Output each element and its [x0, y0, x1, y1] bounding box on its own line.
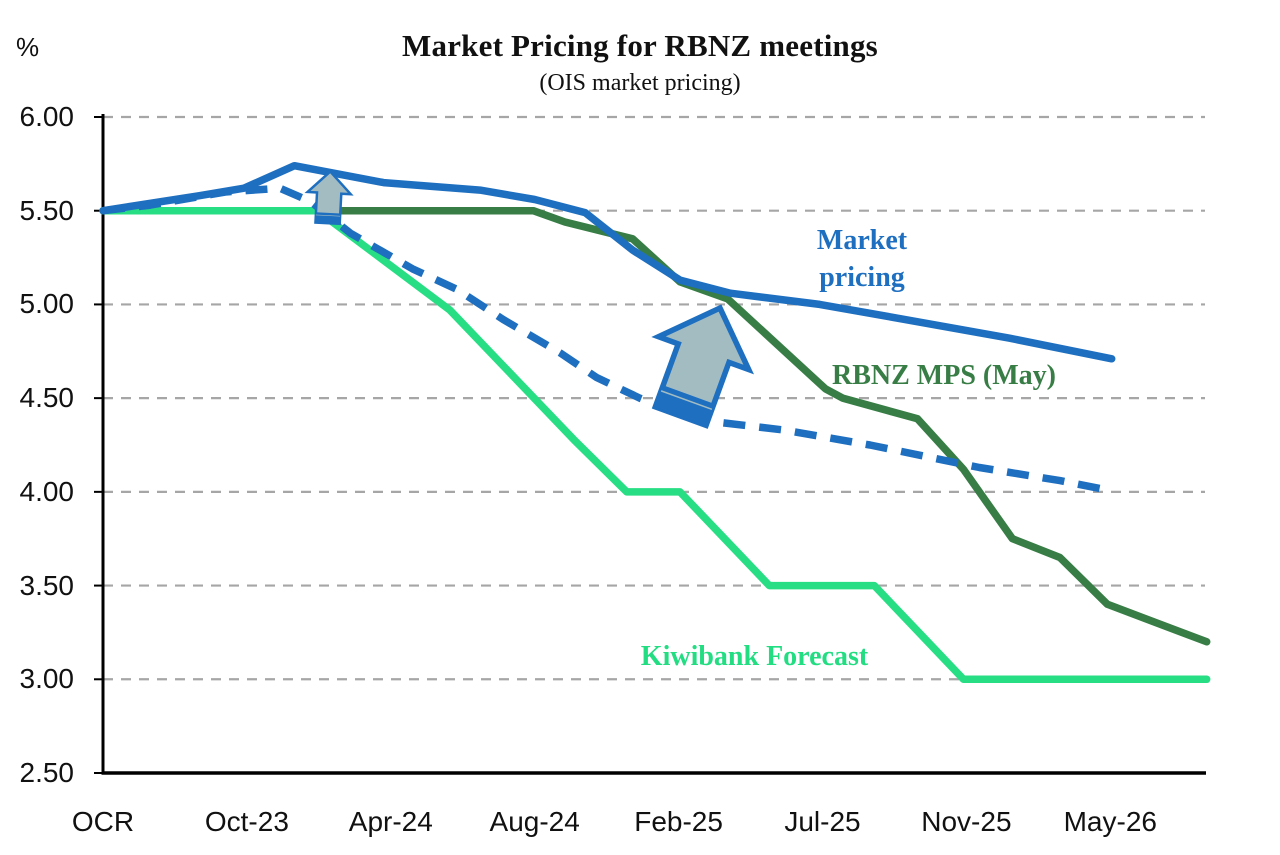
y-tick-label-5.00: 5.00 [19, 288, 75, 320]
up-arrow-base-highlight [315, 214, 341, 217]
x-tick-label-feb-25: Feb-25 [634, 806, 723, 837]
series-line-market-pricing [99, 161, 1116, 363]
up-arrow-body [304, 169, 354, 226]
chart-subtitle: (OIS market pricing) [539, 70, 741, 96]
x-tick-label-apr-24: Apr-24 [348, 806, 433, 837]
x-tick-label-jul-25: Jul-25 [784, 806, 861, 837]
series-label-kiwibank-forecast: Kiwibank Forecast [640, 641, 869, 672]
y-tick-label-5.50: 5.50 [19, 194, 75, 226]
y-tick-label-6.00: 6.00 [19, 100, 75, 132]
annotation-up-arrow-2 [651, 304, 755, 429]
series-label-market-pricing-line1: Market [816, 225, 908, 256]
annotation-up-arrow-1 [304, 169, 354, 226]
y-tick-label-4.00: 4.00 [19, 475, 75, 507]
x-tick-label-may-26: May-26 [1063, 806, 1157, 837]
x-tick-label-ocr: OCR [71, 806, 135, 837]
up-arrow-base-band [655, 385, 714, 426]
series-line-market-pricing-dashed-earlier-pricing- [102, 184, 1109, 494]
series-label-market-pricing-line2: pricing [819, 262, 905, 293]
y-tick-label-2.50: 2.50 [19, 757, 75, 788]
y-tick-label-3.50: 3.50 [19, 569, 75, 601]
series-line-rbnz-mps-may- [326, 206, 1211, 646]
up-arrow-base-band [315, 212, 341, 224]
x-tick-label-oct-23: Oct-23 [204, 806, 289, 837]
series-label-market-pricing: Market pricing [782, 222, 942, 296]
up-arrow-base-highlight [660, 390, 713, 411]
y-tick-label-3.00: 3.00 [19, 663, 75, 695]
x-tick-label-nov-25: Nov-25 [921, 806, 1012, 837]
x-tick-label-aug-24: Aug-24 [489, 806, 580, 837]
series-line-kiwibank-forecast [99, 206, 1211, 684]
chart-title: Market Pricing for RBNZ meetings [402, 28, 878, 63]
series-label-rbnz-mps: RBNZ MPS (May) [832, 360, 1056, 391]
y-axis-unit-label: % [16, 32, 40, 62]
y-tick-label-4.50: 4.50 [19, 382, 75, 414]
